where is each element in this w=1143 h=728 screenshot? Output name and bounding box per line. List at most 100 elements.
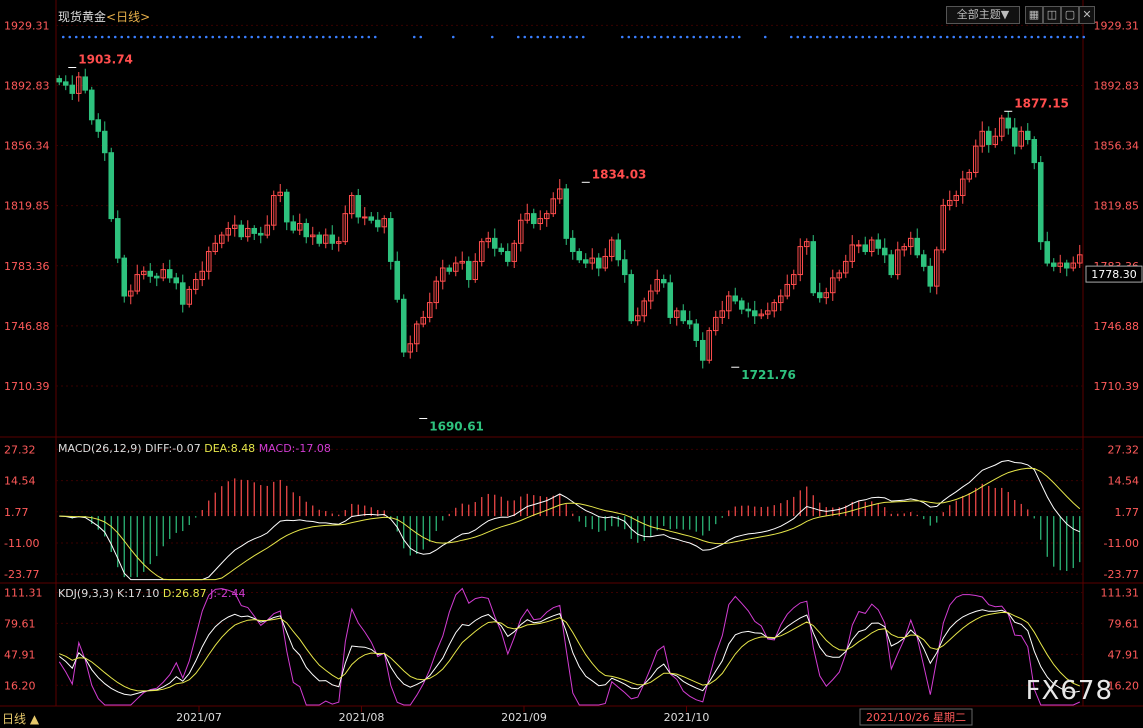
signal-dot — [542, 35, 546, 39]
signal-dot — [230, 35, 234, 39]
candle-down — [888, 254, 895, 276]
macd-tick-right: -23.77 — [1104, 568, 1139, 581]
theme-dropdown[interactable]: 全部主题▼ — [946, 6, 1020, 24]
candle-down — [985, 130, 992, 145]
candle-down — [166, 269, 173, 279]
candle-up — [231, 224, 238, 229]
signal-dot — [939, 35, 943, 39]
candle-down — [303, 223, 310, 238]
signal-dot — [692, 35, 696, 39]
candle-up — [537, 218, 544, 225]
signal-dot — [269, 35, 273, 39]
signal-dot — [289, 35, 293, 39]
signal-dot — [419, 35, 423, 39]
signal-dot — [373, 35, 377, 39]
macd-value-label: MACD:-17.08 — [258, 442, 331, 455]
signal-dot — [932, 35, 936, 39]
signal-dot — [555, 35, 559, 39]
signal-dot — [718, 35, 722, 39]
signal-dot — [250, 35, 254, 39]
close-icon[interactable]: ✕ — [1079, 6, 1095, 24]
candle-up — [556, 188, 563, 200]
candle-down — [491, 237, 498, 249]
kdj-tick-left: 111.31 — [4, 586, 43, 599]
candle-up — [602, 255, 609, 269]
candle-down — [628, 274, 635, 322]
signal-dot — [113, 35, 117, 39]
macd-tick-left: -11.00 — [4, 537, 39, 550]
candle-down — [290, 221, 297, 231]
signal-dot — [159, 35, 163, 39]
signal-dot — [321, 35, 325, 39]
signal-dot — [1082, 35, 1086, 39]
signal-dot — [81, 35, 85, 39]
candle-down — [400, 298, 407, 353]
candle-up — [1070, 262, 1077, 269]
signal-dot — [1030, 35, 1034, 39]
signal-dot — [568, 35, 572, 39]
grid-icon[interactable]: ▦ — [1025, 6, 1043, 24]
date-box — [859, 708, 973, 726]
macd-legend: MACD(26,12,9) DIFF:-0.07 DEA:8.48 MACD:-… — [58, 442, 331, 455]
macd-tick-right: 14.54 — [1108, 475, 1140, 488]
signal-dot — [971, 35, 975, 39]
signal-dot — [198, 35, 202, 39]
candle-up — [342, 213, 349, 243]
candle-up — [433, 280, 440, 304]
expand-icon[interactable]: ▢ — [1061, 6, 1079, 24]
chart-icon[interactable]: ◫ — [1043, 6, 1061, 24]
signal-dot — [334, 35, 338, 39]
candle-down — [56, 78, 63, 83]
candle-up — [589, 257, 596, 264]
signal-dot — [724, 35, 728, 39]
signal-dot — [1004, 35, 1008, 39]
price-tick-left: 1892.83 — [4, 79, 50, 92]
signal-dot — [360, 35, 364, 39]
signal-dot — [978, 35, 982, 39]
candle-down — [238, 224, 245, 238]
signal-dot — [900, 35, 904, 39]
macd-dif-line — [59, 459, 1080, 581]
signal-dot — [913, 35, 917, 39]
signal-dot — [874, 35, 878, 39]
kdj-title: KDJ(9,3,3) — [58, 587, 114, 600]
signal-dot — [880, 35, 884, 39]
candle-up — [413, 323, 420, 345]
signal-dot — [549, 35, 553, 39]
candle-down — [862, 244, 869, 253]
candle-down — [732, 295, 739, 302]
candle-up — [75, 76, 82, 94]
macd-tick-right: 1.77 — [1115, 506, 1140, 519]
candle-down — [394, 260, 401, 300]
candle-down — [316, 234, 323, 244]
candle-down — [1063, 262, 1070, 269]
period-selector[interactable]: <日线> — [106, 10, 151, 24]
price-tick-right: 1746.88 — [1094, 320, 1140, 333]
kdj-tick-right: 111.31 — [1101, 586, 1140, 599]
signal-dot — [1056, 35, 1060, 39]
candle-up — [758, 313, 765, 317]
signal-dot — [1017, 35, 1021, 39]
signal-dot — [178, 35, 182, 39]
candle-up — [270, 195, 277, 226]
candle-up — [212, 242, 219, 253]
signal-dot — [217, 35, 221, 39]
period-tab[interactable]: 日线 ▲ — [2, 712, 40, 726]
signal-dot — [1023, 35, 1027, 39]
signal-dot — [841, 35, 845, 39]
signal-dot — [640, 35, 644, 39]
signal-dot — [958, 35, 962, 39]
signal-dot — [412, 35, 416, 39]
watermark-logo: FX678 — [1025, 676, 1113, 706]
extreme-label-high: 1834.03 — [592, 167, 647, 181]
candle-down — [446, 267, 453, 272]
extreme-label-low: 1721.76 — [741, 368, 796, 382]
candle-down — [816, 292, 823, 299]
macd-tick-right: -11.00 — [1104, 537, 1139, 550]
kdj-tick-left: 16.20 — [4, 679, 36, 692]
signal-dot — [653, 35, 657, 39]
signal-dot — [237, 35, 241, 39]
signal-dot — [620, 35, 624, 39]
candle-up — [186, 288, 193, 305]
signal-dot — [347, 35, 351, 39]
